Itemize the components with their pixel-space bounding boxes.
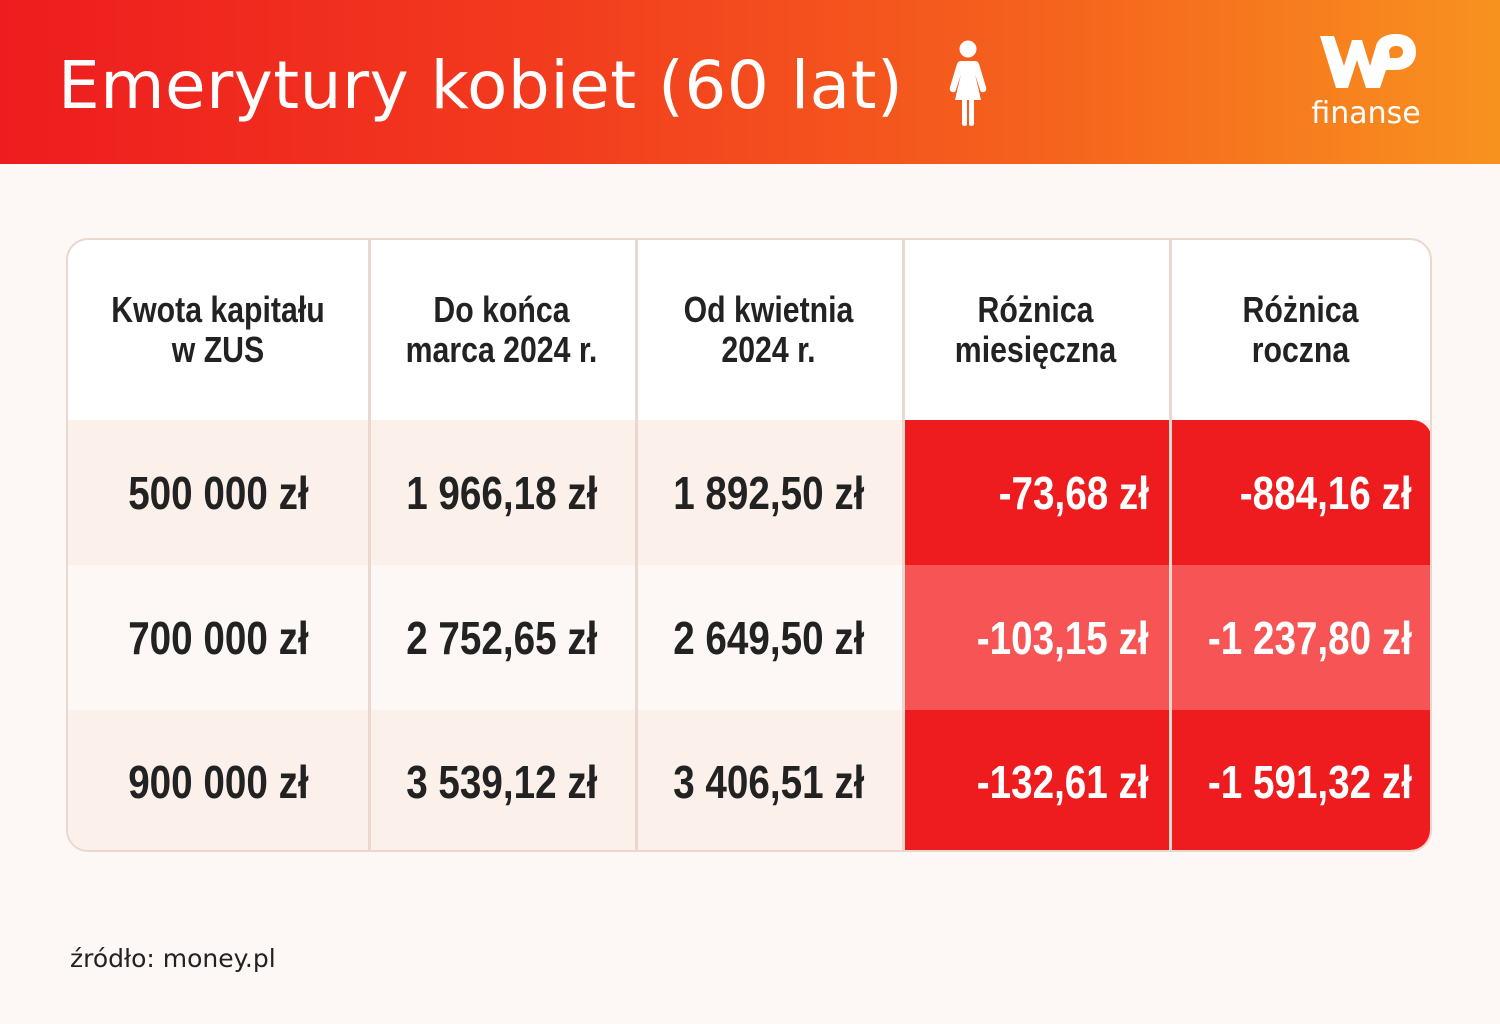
column-header-monthly-diff: Różnica miesięczna (954, 289, 1117, 370)
column-header-yearly-diff: Różnica roczna (1242, 289, 1359, 370)
yearly-diff-cell-value: -1 591,32 zł (1207, 756, 1412, 808)
wp-logo: finanse (1296, 30, 1436, 140)
woman-icon (949, 40, 987, 126)
from-april-cell: 2 649,50 zł (635, 565, 902, 710)
pension-table: Kwota kapitału w ZUS Do końca marca 2024… (66, 238, 1432, 852)
monthly-diff-cell-value: -73,68 zł (998, 466, 1149, 519)
from-april-cell-value: 2 649,50 zł (672, 611, 865, 664)
yearly-diff-cell-value: -1 237,80 zł (1207, 611, 1412, 664)
column-divider (1169, 240, 1172, 850)
capital-cell: 700 000 zł (68, 565, 368, 710)
monthly-diff-cell-value: -132,61 zł (977, 756, 1149, 808)
yearly-diff-cell: -1 591,32 zł (1169, 710, 1430, 850)
logo-text: finanse (1311, 96, 1421, 131)
yearly-diff-cell: -884,16 zł (1169, 420, 1430, 565)
source-note: źródło: money.pl (70, 944, 276, 973)
until-march-cell: 2 752,65 zł (368, 565, 635, 710)
page-title: Emerytury kobiet (60 lat) (58, 47, 904, 124)
header-banner: Emerytury kobiet (60 lat) finanse (0, 0, 1500, 164)
monthly-diff-cell: -103,15 zł (902, 565, 1169, 710)
until-march-cell-value: 2 752,65 zł (405, 611, 598, 664)
until-march-cell: 3 539,12 zł (368, 710, 635, 850)
capital-cell-value: 500 000 zł (127, 466, 309, 519)
wp-logo-mark-icon (1320, 34, 1416, 88)
capital-cell: 500 000 zł (68, 420, 368, 565)
column-divider (368, 240, 371, 850)
monthly-diff-cell: -132,61 zł (902, 710, 1169, 850)
monthly-diff-cell-value: -103,15 zł (977, 611, 1149, 664)
column-header-capital: Kwota kapitału w ZUS (111, 289, 325, 370)
until-march-cell-value: 1 966,18 zł (405, 466, 598, 519)
from-april-cell: 3 406,51 zł (635, 710, 902, 850)
until-march-cell-value: 3 539,12 zł (405, 756, 598, 808)
column-divider (635, 240, 638, 850)
capital-cell-value: 900 000 zł (127, 756, 309, 808)
monthly-diff-cell: -73,68 zł (902, 420, 1169, 565)
column-header-from-april: Od kwietnia 2024 r. (683, 289, 854, 370)
difference-row-3-bg (904, 710, 1430, 850)
capital-cell-value: 700 000 zł (127, 611, 309, 664)
capital-cell: 900 000 zł (68, 710, 368, 850)
difference-row-1-bg (904, 420, 1430, 565)
from-april-cell: 1 892,50 zł (635, 420, 902, 565)
column-divider (902, 240, 905, 850)
yearly-diff-cell-value: -884,16 zł (1240, 466, 1412, 519)
from-april-cell-value: 3 406,51 zł (672, 756, 865, 808)
column-header-until-march: Do końca marca 2024 r. (405, 289, 598, 370)
difference-highlight (904, 420, 1430, 850)
difference-row-2-bg (904, 565, 1430, 710)
from-april-cell-value: 1 892,50 zł (672, 466, 865, 519)
yearly-diff-cell: -1 237,80 zł (1169, 565, 1430, 710)
until-march-cell: 1 966,18 zł (368, 420, 635, 565)
